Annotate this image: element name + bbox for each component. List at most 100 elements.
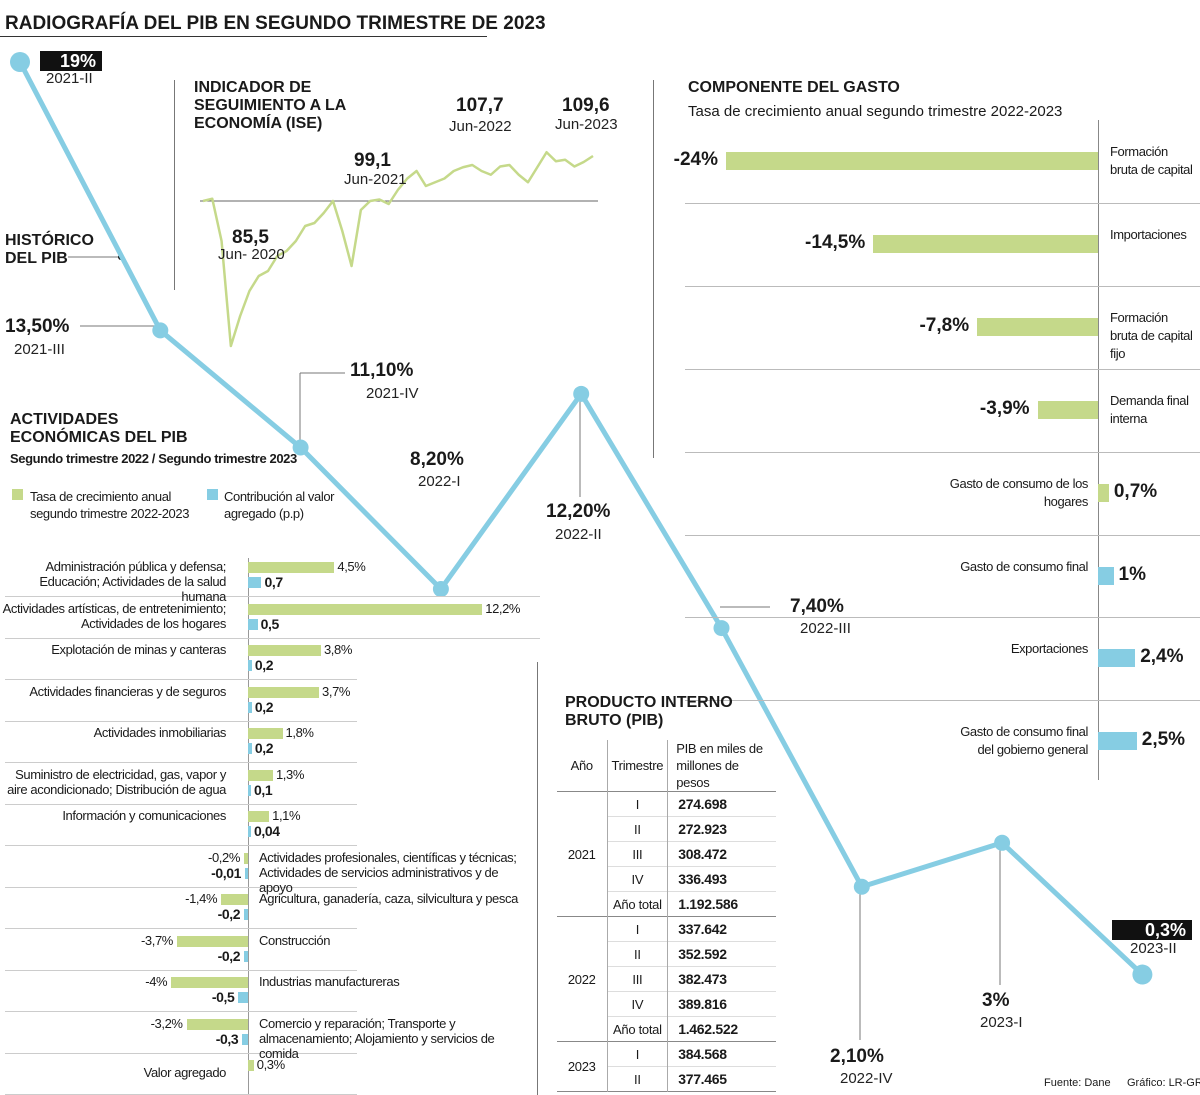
gasto-value: -7,8% xyxy=(919,314,970,336)
ise-period: Jun-2023 xyxy=(555,116,618,133)
contribution-value: -0,2 xyxy=(217,906,241,922)
gasto-title: COMPONENTE DEL GASTO xyxy=(688,79,900,96)
activity-label: Comercio y reparación; Transporte y alma… xyxy=(259,1015,495,1061)
point-period: 2021-II xyxy=(46,70,93,87)
pib-value-cell: 308.472 xyxy=(678,846,727,862)
pib-value-cell: 336.493 xyxy=(678,871,727,887)
activity-label: Suministro de electricidad, gas, vapor y… xyxy=(7,766,226,797)
pib-point xyxy=(432,581,449,598)
contribution-value: -0,3 xyxy=(215,1030,239,1047)
gasto-label: Formación bruta de capital fijo xyxy=(1110,309,1193,361)
contribution-bar xyxy=(244,909,248,920)
growth-value: -3,2% xyxy=(150,1015,183,1031)
table-row: II 272.923 xyxy=(557,816,776,842)
table-row: Año total 1.462.522 xyxy=(557,1016,776,1042)
gasto-bar xyxy=(1037,400,1098,419)
pib-table: Año Trimestre PIB en miles de millones d… xyxy=(557,740,776,1092)
activity-label: Industrias manufactureras xyxy=(259,974,400,989)
actividades-title: ACTIVIDADES ECONÓMICAS DEL PIB xyxy=(10,411,188,446)
quarter-cell: I xyxy=(606,791,669,817)
point-period: 2021-IV xyxy=(366,385,419,402)
credit-note: Gráfico: LR-GR xyxy=(1127,1077,1200,1089)
point-value: 0,3% xyxy=(1112,920,1192,940)
pib-point xyxy=(853,878,870,895)
growth-value: 1,8% xyxy=(285,725,314,740)
gasto-label: Gasto de consumo final xyxy=(960,558,1088,574)
legend-swatch-green xyxy=(12,489,23,500)
contribution-bar xyxy=(245,867,248,879)
point-value: 13,50% xyxy=(5,316,70,337)
gasto-label: Gasto de consumo de los hogares xyxy=(949,475,1089,509)
legend-growth: Tasa de crecimiento anual segundo trimes… xyxy=(30,489,190,521)
growth-value: -4% xyxy=(145,974,168,989)
pib-value-cell: 337.642 xyxy=(678,921,727,937)
ise-value: 99,1 xyxy=(354,150,391,171)
table-row: II 377.465 xyxy=(557,1066,776,1092)
row-separator xyxy=(685,202,1200,204)
gasto-bar xyxy=(1098,566,1114,585)
contribution-value: 0,1 xyxy=(254,781,273,798)
growth-bar xyxy=(176,935,248,947)
growth-value: -1,4% xyxy=(185,891,218,906)
pib-value-cell: 274.698 xyxy=(678,796,727,812)
contribution-bar xyxy=(238,992,248,1003)
growth-value: 1,1% xyxy=(272,808,301,823)
point-period: 2022-IV xyxy=(840,1070,893,1087)
legend-swatch-blue xyxy=(207,489,218,500)
title-underline xyxy=(0,36,487,37)
point-period: 2022-I xyxy=(418,473,461,490)
row-separator xyxy=(5,803,357,805)
table-row: 2023 I 384.568 xyxy=(557,1041,776,1074)
contribution-bar xyxy=(248,826,251,837)
divider xyxy=(653,80,654,458)
activity-label: Explotación de minas y canteras xyxy=(51,642,226,657)
growth-bar xyxy=(186,1018,248,1030)
ise-value: 109,6 xyxy=(562,95,610,116)
row-separator xyxy=(5,845,357,846)
table-row: 2022 I 337.642 xyxy=(557,916,776,987)
contribution-value: 0,2 xyxy=(254,698,274,715)
pib-point xyxy=(713,620,730,637)
activity-label: Agricultura, ganadería, caza, silvicultu… xyxy=(259,891,518,906)
growth-value: 1,3% xyxy=(275,766,304,782)
contribution-value: 0,2 xyxy=(254,740,274,756)
pib-value-cell: 377.465 xyxy=(678,1071,727,1087)
point-value: 19% xyxy=(40,51,102,71)
activity-label: Valor agregado xyxy=(143,1065,227,1080)
pib-value-cell: 352.592 xyxy=(678,946,727,962)
growth-bar xyxy=(248,686,320,698)
row-separator xyxy=(5,1011,357,1012)
divider xyxy=(174,80,175,290)
gasto-bar xyxy=(726,152,1098,170)
row-separator xyxy=(5,762,357,763)
gasto-axis xyxy=(1098,120,1099,780)
quarter-cell: II xyxy=(606,941,669,967)
historico-label: HISTÓRICO DEL PIB xyxy=(5,232,94,267)
ise-line xyxy=(202,151,594,348)
pib-point xyxy=(292,439,309,456)
actividades-subtitle: Segundo trimestre 2022 / Segundo trimest… xyxy=(10,451,297,466)
point-value: 8,20% xyxy=(410,449,464,470)
pib-value-cell: 1.192.586 xyxy=(678,896,738,912)
pib-value-cell: 272.923 xyxy=(678,821,727,837)
activity-label: Información y comunicaciones xyxy=(62,808,226,823)
quarter-cell: III xyxy=(606,966,669,992)
growth-bar xyxy=(248,645,321,656)
quarter-cell: Año total xyxy=(606,891,669,917)
row-separator xyxy=(685,285,1200,287)
gasto-subtitle: Tasa de crecimiento anual segundo trimes… xyxy=(688,103,1063,120)
quarter-cell: IV xyxy=(606,866,669,892)
point-period: 2021-III xyxy=(14,341,65,358)
activity-label: Actividades profesionales, científicas y… xyxy=(259,849,517,895)
contribution-bar xyxy=(248,743,252,754)
quarter-cell: Año total xyxy=(606,1016,669,1042)
contribution-bar xyxy=(248,660,252,671)
legend-contribution: Contribución al valor agregado (p.p) xyxy=(224,489,335,521)
page-title: RADIOGRAFÍA DEL PIB EN SEGUNDO TRIMESTRE… xyxy=(5,13,546,34)
pib-value-cell: 1.462.522 xyxy=(678,1021,738,1037)
point-value: 2,10% xyxy=(830,1046,884,1067)
growth-bar xyxy=(244,852,248,864)
quarter-cell: II xyxy=(606,1066,669,1092)
table-row: IV 336.493 xyxy=(557,866,776,892)
growth-value: 4,5% xyxy=(337,559,366,574)
